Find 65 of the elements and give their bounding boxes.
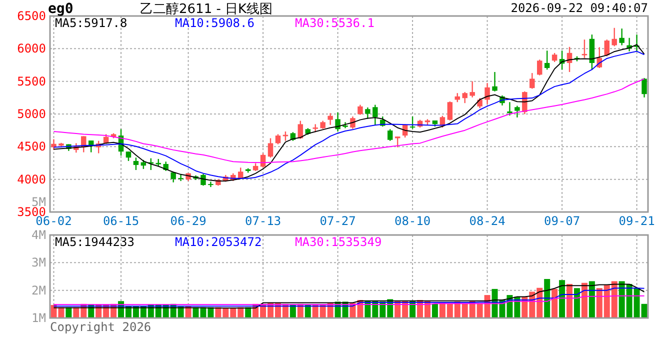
candlestick [358, 104, 363, 116]
candlestick [612, 27, 617, 47]
x-tick-label: 08-24 [469, 214, 506, 228]
text: 2026-09-22 09:40:07 [510, 1, 648, 15]
chart-subtitle: 乙二醇2611 - 日K线图 [140, 2, 273, 17]
candlestick [470, 80, 475, 98]
y-tick-label: 4000 [17, 172, 46, 186]
text: MA10:5908.6 [175, 16, 254, 30]
candlestick [507, 102, 512, 116]
candlestick [514, 105, 520, 118]
chart-title: eg0 [48, 1, 74, 17]
candlestick [604, 38, 610, 57]
x-tick-label: 09-21 [618, 214, 655, 228]
y-tick-label: 1M [32, 311, 46, 325]
text: MA30:1535349 [295, 235, 382, 249]
candlestick [328, 112, 333, 126]
text: Copyright 2026 [50, 320, 152, 334]
candlestick [477, 97, 482, 109]
candlestick [536, 59, 542, 76]
y-tick-label: 6000 [17, 42, 46, 56]
y-tick-label: 4M [32, 228, 46, 242]
line-series [53, 288, 645, 307]
candlestick [530, 72, 535, 90]
text: MA30:5536.1 [295, 16, 374, 30]
x-tick-label: 06-29 [170, 214, 206, 228]
y-tick-label: 3M [32, 256, 46, 270]
candlestick [447, 100, 453, 122]
x-tick-label: 06-15 [102, 214, 140, 228]
line-series [53, 284, 645, 309]
candlestick [365, 106, 370, 120]
candlestick [544, 50, 550, 70]
candlestick [335, 112, 340, 132]
x-tick-label: 09-07 [544, 214, 580, 228]
y-tick-label: 5500 [17, 74, 46, 88]
y-tick-label: 5000 [17, 107, 46, 121]
candlestick [387, 128, 393, 142]
candlestick [126, 150, 132, 162]
text: MA5:5917.8 [55, 16, 128, 30]
x-tick-label: 07-27 [320, 214, 356, 228]
candlestick [582, 38, 588, 59]
line-series [53, 295, 645, 305]
candlestick [268, 138, 274, 158]
text: MA5:1944233 [55, 235, 134, 249]
candlestick [484, 82, 490, 105]
candlestick [642, 77, 647, 98]
y-tick-label: 6500 [17, 9, 46, 23]
candlestick [372, 104, 378, 126]
candlestick [51, 138, 56, 151]
candlestick [208, 181, 214, 188]
candlestick [462, 91, 468, 104]
x-tick-label: 08-10 [394, 214, 431, 228]
candlestick [454, 92, 460, 103]
candlestick [350, 116, 356, 130]
y-tick-label: 2M [32, 283, 46, 298]
candlestick [133, 156, 139, 171]
candlestick [552, 52, 558, 63]
candlestick [200, 173, 206, 186]
candlestick [492, 71, 498, 92]
candlestick [178, 174, 184, 182]
candlestick [275, 134, 281, 145]
candlestick [619, 28, 624, 46]
y-tick-label: 4500 [17, 140, 46, 154]
x-tick-label: 07-13 [244, 214, 282, 228]
text: MA10:2053472 [175, 235, 262, 249]
candlestick [410, 116, 416, 130]
